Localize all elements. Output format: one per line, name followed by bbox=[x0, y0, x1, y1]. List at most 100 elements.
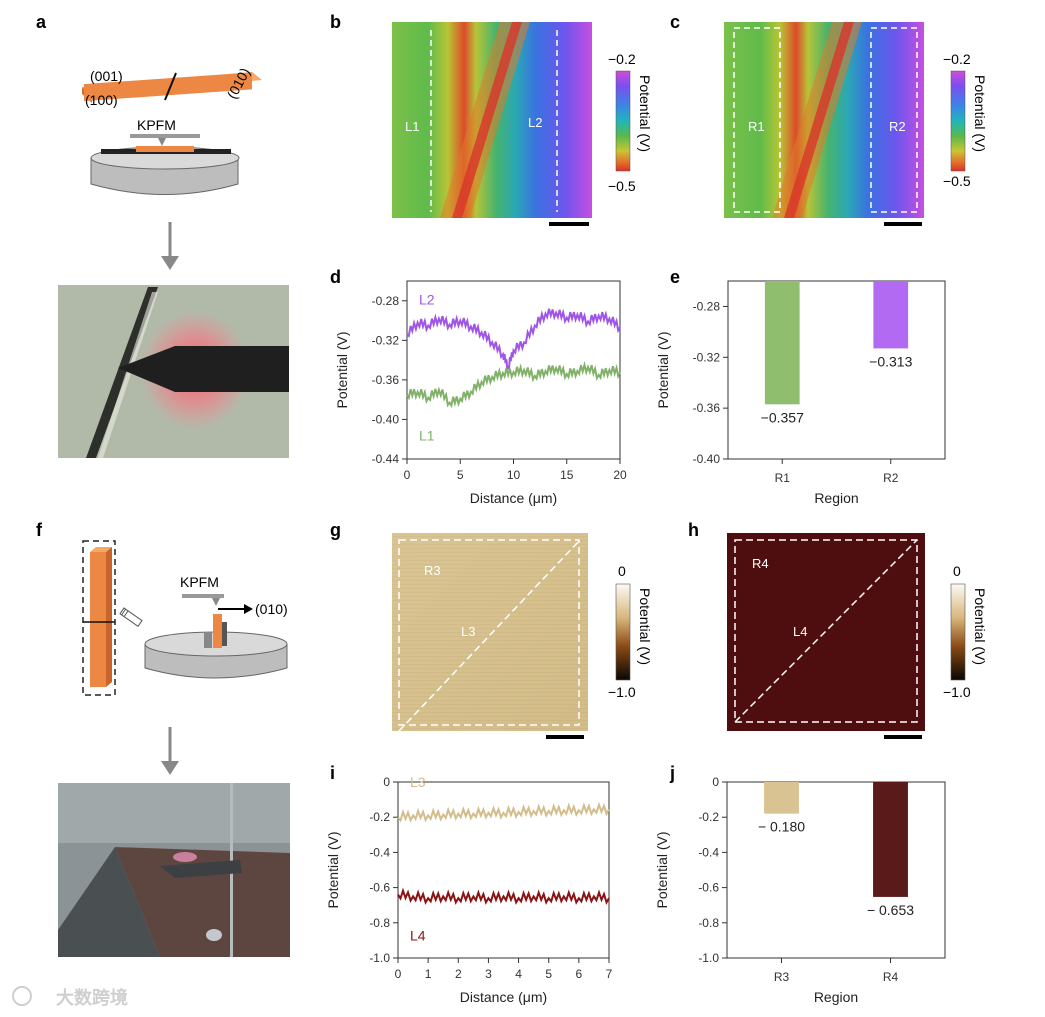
y-tick-label: -0.4 bbox=[369, 845, 390, 859]
kpfm-stage-a bbox=[90, 134, 240, 195]
plot-frame bbox=[727, 280, 946, 460]
colorbar-h-top: 0 bbox=[953, 563, 961, 579]
l4-label: L4 bbox=[793, 624, 807, 639]
y-tick-label: -0.8 bbox=[369, 916, 390, 930]
y-tick-label: -0.44 bbox=[372, 452, 400, 466]
series-line-l3 bbox=[397, 801, 610, 823]
crystal-rod-schematic bbox=[82, 540, 143, 696]
bar-value-label-r1: −0.357 bbox=[761, 409, 804, 425]
colorbar-h bbox=[950, 583, 966, 681]
x-tick-label-r1: R1 bbox=[775, 471, 791, 485]
l3-label: L3 bbox=[461, 624, 475, 639]
colorbar-g-bottom: −1.0 bbox=[608, 684, 636, 700]
panel-f-label: f bbox=[36, 520, 43, 540]
panel-g-label: g bbox=[330, 520, 341, 540]
x-tick-label: 15 bbox=[560, 468, 574, 482]
microscope-photo-a bbox=[58, 285, 289, 458]
x-tick-label: 5 bbox=[545, 967, 552, 981]
colorbar-h-bottom: −1.0 bbox=[943, 684, 971, 700]
x-tick-label: 2 bbox=[455, 967, 462, 981]
y-axis-label: Potential (V) bbox=[325, 831, 341, 908]
down-arrow-icon-2 bbox=[161, 727, 179, 775]
series-line-l1 bbox=[406, 360, 621, 409]
panel-b-label: b bbox=[330, 12, 341, 32]
crystal-schematic bbox=[82, 72, 262, 103]
kpfm-label-a: KPFM bbox=[137, 117, 176, 133]
watermark-logo-icon bbox=[12, 986, 32, 1006]
y-tick-label: 0 bbox=[712, 775, 719, 789]
panel-a-label: a bbox=[36, 12, 47, 32]
panel-i-label: i bbox=[330, 763, 335, 783]
x-tick-label-r2: R2 bbox=[883, 471, 899, 485]
y-tick-label: -0.40 bbox=[372, 412, 400, 426]
colorbar-b-title: Potential (V) bbox=[637, 75, 653, 152]
series-label-l2: L2 bbox=[419, 291, 435, 307]
y-tick-label: -0.2 bbox=[698, 810, 719, 824]
x-tick-label-r3: R3 bbox=[774, 970, 790, 984]
y-tick-label: -0.28 bbox=[372, 294, 400, 308]
y-axis-label: Potential (V) bbox=[654, 831, 670, 908]
colorbar-b-top: −0.2 bbox=[608, 51, 636, 67]
panel-g: g R3 L3 0 −1.0 Potential (V) bbox=[330, 520, 653, 739]
y-tick-label: -1.0 bbox=[369, 951, 390, 965]
y-tick-label: -0.8 bbox=[698, 916, 719, 930]
facet-100-label: (100) bbox=[85, 92, 118, 108]
scale-bar-g bbox=[546, 735, 584, 739]
kpfm-stage-f bbox=[144, 594, 288, 679]
y-tick-label: -0.6 bbox=[369, 881, 390, 895]
bar-value-label-r2: −0.313 bbox=[869, 353, 912, 369]
scale-bar-b bbox=[549, 222, 589, 226]
line-l4 bbox=[734, 539, 918, 723]
x-tick-label: 7 bbox=[606, 967, 613, 981]
series-line-l4 bbox=[397, 887, 610, 905]
y-tick-label: -0.40 bbox=[693, 452, 721, 466]
y-tick-label: -0.36 bbox=[372, 373, 400, 387]
series-line-l2 bbox=[406, 308, 621, 370]
x-tick-label: 10 bbox=[507, 468, 521, 482]
x-tick-label: 20 bbox=[613, 468, 627, 482]
y-tick-label: -0.36 bbox=[693, 401, 721, 415]
bar-r2 bbox=[873, 281, 909, 349]
bar-value-label-r3: − 0.180 bbox=[758, 819, 805, 835]
r1-label: R1 bbox=[748, 119, 765, 134]
colorbar-g bbox=[615, 583, 631, 681]
colorbar-b bbox=[615, 70, 631, 172]
x-axis-label: Distance (μm) bbox=[470, 490, 557, 506]
chart-d: d -0.28 -0.32 -0.36 -0.40 -0.44 Potential (V) D… bbox=[330, 267, 627, 506]
y-tick-label: -0.32 bbox=[693, 350, 721, 364]
panel-e-label: e bbox=[670, 267, 680, 287]
panel-c-label: c bbox=[670, 12, 680, 32]
bar-r1 bbox=[764, 281, 800, 405]
facet-001-label: (001) bbox=[90, 68, 123, 84]
colorbar-h-title: Potential (V) bbox=[972, 588, 988, 665]
panel-h-label: h bbox=[688, 520, 699, 540]
y-tick-label: -0.2 bbox=[369, 810, 390, 824]
x-tick-label: 6 bbox=[576, 967, 583, 981]
panel-j-label: j bbox=[669, 763, 675, 783]
y-axis-label: Potential (V) bbox=[655, 331, 671, 408]
bar-value-label-r4: − 0.653 bbox=[867, 902, 914, 918]
panel-b: b L1 L2 −0.2 −0.5 Potential (V) bbox=[330, 12, 653, 226]
l1-label: L1 bbox=[405, 119, 419, 134]
down-arrow-icon bbox=[161, 222, 179, 270]
r3-label: R3 bbox=[424, 563, 441, 578]
region-r1 bbox=[733, 27, 781, 213]
l2-label: L2 bbox=[528, 115, 542, 130]
colorbar-c bbox=[950, 70, 966, 172]
panel-a: a (001) (100) (010) KPFM bbox=[36, 12, 289, 458]
x-tick-label: 0 bbox=[404, 468, 411, 482]
chart-i: i 0 -0.2 -0.4 -0.6 -0.8 -1.0 Potential (V) Dista… bbox=[325, 763, 613, 1005]
scale-bar-h bbox=[884, 735, 922, 739]
chart-j: j 0 -0.2 -0.4 -0.6 -0.8 -1.0 Potential (V) Regio… bbox=[654, 763, 946, 1005]
panel-f: f KPFM (010) bbox=[36, 520, 290, 957]
x-tick-label: 4 bbox=[515, 967, 522, 981]
plot-frame bbox=[397, 781, 610, 959]
x-tick-label: 1 bbox=[425, 967, 432, 981]
scale-bar-c bbox=[884, 222, 922, 226]
x-axis-label: Region bbox=[814, 490, 858, 506]
x-axis-label: Region bbox=[814, 989, 858, 1005]
colorbar-g-top: 0 bbox=[618, 563, 626, 579]
series-label-l4: L4 bbox=[410, 928, 426, 944]
panel-d-label: d bbox=[330, 267, 341, 287]
